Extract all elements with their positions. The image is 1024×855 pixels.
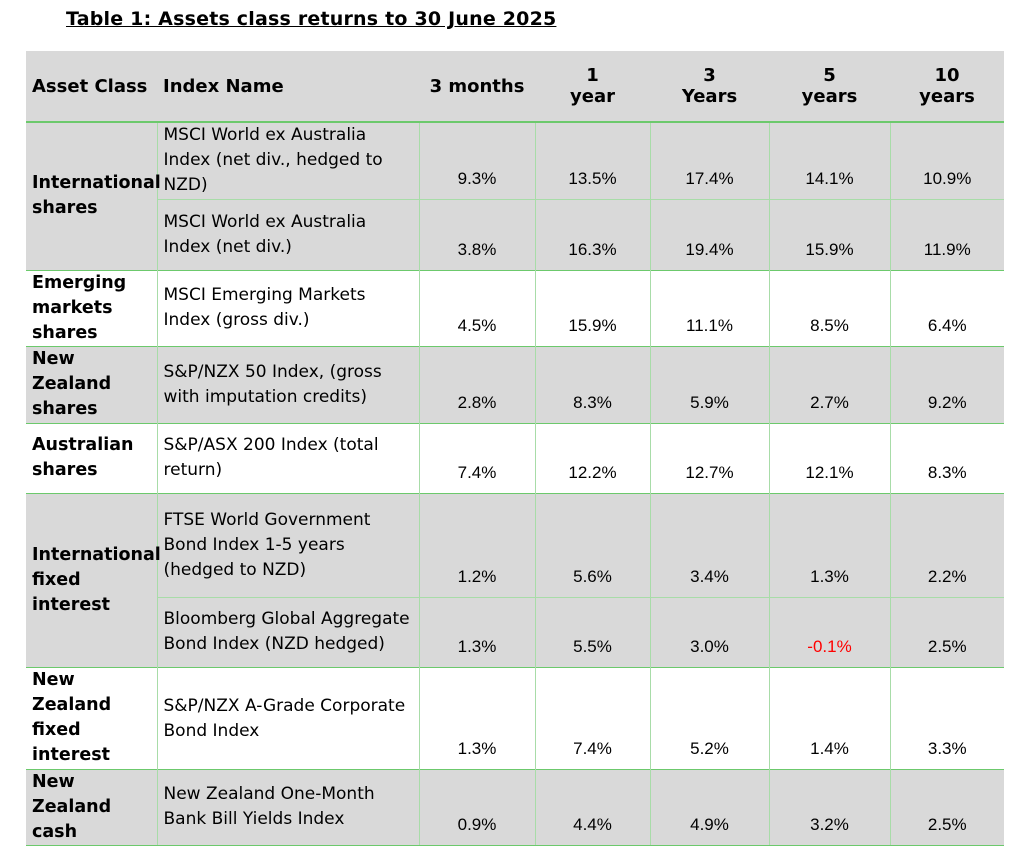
index-name-cell: MSCI World ex Australia Index (net div.) (156, 198, 420, 270)
asset-class-cell: Australian shares (26, 422, 157, 493)
table-row: New Zealand shares S&P/NZX 50 Index, (gr… (26, 345, 1004, 423)
return-5y-cell: 8.5% (769, 269, 891, 346)
index-name-cell: MSCI Emerging Markets Index (gross div.) (156, 269, 420, 346)
return-3m-cell: 1.2% (419, 492, 536, 597)
return-5y-cell: 12.1% (769, 422, 891, 493)
return-10y-cell: 2.5% (890, 768, 1004, 846)
asset-class-cell: International fixed interest (26, 492, 161, 667)
index-name-cell: S&P/NZX 50 Index, (gross with imputation… (156, 345, 420, 423)
return-3m-cell: 1.3% (419, 666, 536, 769)
return-10y-cell: 2.5% (890, 596, 1004, 667)
return-3m-cell: 1.3% (419, 596, 536, 667)
return-5y-cell: 14.1% (769, 121, 891, 199)
asset-class-cell: International shares (26, 121, 161, 270)
header-3-months: 3 months (419, 51, 535, 123)
index-name-cell: S&P/NZX A-Grade Corporate Bond Index (156, 666, 420, 769)
return-3y-cell: 12.7% (650, 422, 770, 493)
index-name-cell: MSCI World ex Australia Index (net div.,… (156, 121, 420, 199)
return-10y-cell: 8.3% (890, 422, 1004, 493)
return-1y-cell: 7.4% (535, 666, 651, 769)
asset-class-cell: New Zealand shares (26, 345, 157, 423)
header-index-name: Index Name (157, 51, 419, 123)
return-5y-cell: 15.9% (769, 198, 891, 270)
return-5y-cell: 3.2% (769, 768, 891, 846)
return-10y-cell: 2.2% (890, 492, 1004, 597)
return-3y-cell: 3.0% (650, 596, 770, 667)
index-name-cell: Bloomberg Global Aggregate Bond Index (N… (156, 596, 420, 667)
return-10y-cell: 10.9% (890, 121, 1004, 199)
return-3m-cell: 2.8% (419, 345, 536, 423)
return-3y-cell: 4.9% (650, 768, 770, 846)
return-1y-cell: 5.5% (535, 596, 651, 667)
return-3y-cell: 19.4% (650, 198, 770, 270)
return-3m-cell: 9.3% (419, 121, 536, 199)
return-10y-cell: 9.2% (890, 345, 1004, 423)
return-3m-cell: 4.5% (419, 269, 536, 346)
return-1y-cell: 12.2% (535, 422, 651, 493)
table-row: International shares MSCI World ex Austr… (26, 121, 1004, 270)
return-5y-cell: 2.7% (769, 345, 891, 423)
return-1y-cell: 5.6% (535, 492, 651, 597)
index-name-cell: FTSE World Government Bond Index 1-5 yea… (156, 492, 420, 597)
header-3-years: 3 Years (650, 51, 769, 123)
return-5y-cell: 1.3% (769, 492, 891, 597)
return-5y-cell: -0.1% (769, 596, 891, 667)
return-10y-cell: 3.3% (890, 666, 1004, 769)
index-name-cell: S&P/ASX 200 Index (total return) (156, 422, 420, 493)
asset-class-cell: New Zealand cash (26, 768, 157, 846)
table-row: New Zealand fixed interest S&P/NZX A-Gra… (26, 666, 1004, 769)
table-row: Australian shares S&P/ASX 200 Index (tot… (26, 422, 1004, 493)
return-3m-cell: 0.9% (419, 768, 536, 846)
table-row: Emerging markets shares MSCI Emerging Ma… (26, 269, 1004, 346)
return-10y-cell: 6.4% (890, 269, 1004, 346)
header-asset-class: Asset Class (26, 51, 157, 123)
table-row: International fixed interest FTSE World … (26, 492, 1004, 667)
asset-class-cell: Emerging markets shares (26, 269, 157, 346)
return-1y-cell: 16.3% (535, 198, 651, 270)
return-1y-cell: 8.3% (535, 345, 651, 423)
return-3y-cell: 5.9% (650, 345, 770, 423)
table-row: New Zealand cash New Zealand One-Month B… (26, 768, 1004, 846)
header-10-years: 10 years (890, 51, 1004, 123)
return-3y-cell: 11.1% (650, 269, 770, 346)
index-name-cell: New Zealand One-Month Bank Bill Yields I… (156, 768, 420, 846)
return-1y-cell: 13.5% (535, 121, 651, 199)
return-1y-cell: 4.4% (535, 768, 651, 846)
table-row: Bloomberg Global Aggregate Bond Index (N… (26, 596, 1004, 667)
table-row: MSCI World ex Australia Index (net div.)… (26, 198, 1004, 270)
return-3m-cell: 7.4% (419, 422, 536, 493)
return-3m-cell: 3.8% (419, 198, 536, 270)
asset-class-cell: New Zealand fixed interest (26, 666, 157, 769)
header-1-year: 1 year (535, 51, 650, 123)
header-5-years: 5 years (769, 51, 890, 123)
return-10y-cell: 11.9% (890, 198, 1004, 270)
table-title: Table 1: Assets class returns to 30 June… (66, 8, 557, 30)
return-3y-cell: 5.2% (650, 666, 770, 769)
return-3y-cell: 3.4% (650, 492, 770, 597)
return-5y-cell: 1.4% (769, 666, 891, 769)
return-1y-cell: 15.9% (535, 269, 651, 346)
return-3y-cell: 17.4% (650, 121, 770, 199)
